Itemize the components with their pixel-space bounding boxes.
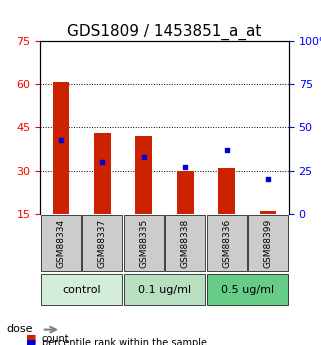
FancyBboxPatch shape [207, 215, 247, 272]
Text: count: count [42, 334, 69, 344]
FancyBboxPatch shape [41, 274, 122, 305]
FancyBboxPatch shape [124, 215, 164, 272]
Text: 0.1 ug/ml: 0.1 ug/ml [138, 285, 191, 295]
Text: GSM88334: GSM88334 [56, 218, 65, 268]
Point [183, 164, 188, 170]
Text: GSM88338: GSM88338 [181, 218, 190, 268]
Text: GSM88336: GSM88336 [222, 218, 231, 268]
FancyBboxPatch shape [207, 274, 288, 305]
Bar [94, 133, 111, 214]
FancyBboxPatch shape [248, 215, 288, 272]
Title: GDS1809 / 1453851_a_at: GDS1809 / 1453851_a_at [67, 24, 262, 40]
Bar [135, 136, 152, 214]
Bar [177, 170, 194, 214]
Bar [260, 211, 276, 214]
Text: GSM88337: GSM88337 [98, 218, 107, 268]
Text: ■: ■ [26, 338, 36, 345]
Point [58, 137, 64, 142]
Bar [53, 81, 69, 214]
FancyBboxPatch shape [165, 215, 205, 272]
FancyBboxPatch shape [82, 215, 122, 272]
Bar [218, 168, 235, 214]
Point [100, 159, 105, 165]
Text: 0.5 ug/ml: 0.5 ug/ml [221, 285, 274, 295]
FancyBboxPatch shape [41, 215, 81, 272]
FancyBboxPatch shape [124, 274, 205, 305]
Point [141, 154, 146, 159]
Point [265, 176, 271, 182]
Text: control: control [62, 285, 101, 295]
Text: GSM88399: GSM88399 [264, 218, 273, 268]
Text: dose: dose [6, 325, 33, 334]
Text: ■: ■ [26, 334, 36, 344]
Text: GSM88335: GSM88335 [139, 218, 148, 268]
Text: percentile rank within the sample: percentile rank within the sample [42, 338, 207, 345]
Point [224, 147, 229, 152]
